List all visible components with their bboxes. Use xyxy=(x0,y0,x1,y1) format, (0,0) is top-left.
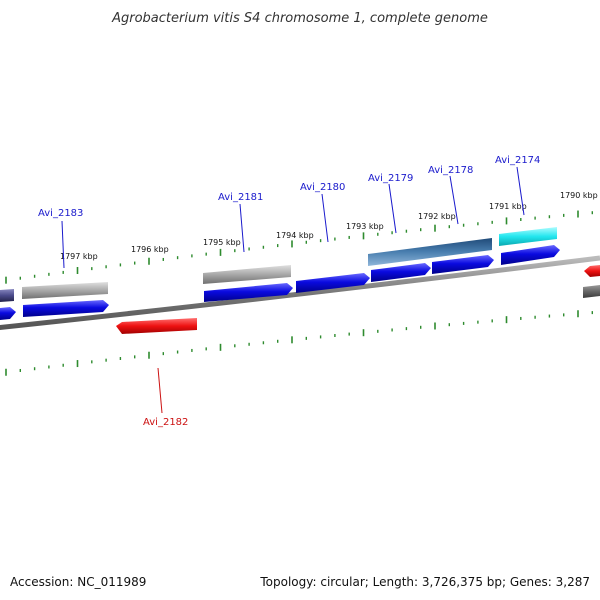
gene-feature[interactable] xyxy=(583,285,600,298)
leader-line xyxy=(388,183,397,234)
chromosome-backbone xyxy=(0,255,600,330)
leader-line xyxy=(516,166,525,216)
scale-labels: 1797 kbp 1796 kbp 1795 kbp 1794 kbp 1793… xyxy=(60,191,598,261)
gene-feature[interactable] xyxy=(0,289,14,302)
scale-label: 1792 kbp xyxy=(418,212,456,221)
gene-feature[interactable] xyxy=(22,282,108,299)
gene-label-avi-2174[interactable]: Avi_2174 xyxy=(495,155,540,166)
leader-line xyxy=(449,175,459,225)
gene-arrow[interactable] xyxy=(371,263,431,282)
leader-line xyxy=(239,203,245,253)
gene-label-avi-2183[interactable]: Avi_2183 xyxy=(38,208,83,219)
gene-arrow[interactable] xyxy=(432,255,494,274)
scale-label: 1796 kbp xyxy=(131,245,169,254)
gene-arrow[interactable] xyxy=(296,273,370,293)
scale-label: 1793 kbp xyxy=(346,222,384,231)
gene-label-avi-2179[interactable]: Avi_2179 xyxy=(368,173,413,184)
gene-label-avi-2178[interactable]: Avi_2178 xyxy=(428,165,473,176)
inner-tick-track xyxy=(5,310,593,376)
reverse-strand-genes xyxy=(116,265,600,334)
scale-label: 1790 kbp xyxy=(560,191,598,200)
gene-arrow[interactable] xyxy=(0,307,16,320)
scale-label: 1791 kbp xyxy=(489,202,527,211)
scale-label: 1794 kbp xyxy=(276,231,314,240)
gene-feature[interactable] xyxy=(203,265,291,284)
genome-summary: Topology: circular; Length: 3,726,375 bp… xyxy=(259,575,590,589)
gene-label-avi-2181[interactable]: Avi_2181 xyxy=(218,192,263,203)
gene-label-avi-2182[interactable]: Avi_2182 xyxy=(143,417,188,428)
leader-line xyxy=(61,220,65,269)
gene-arrow[interactable] xyxy=(204,283,293,302)
forward-strand-genes xyxy=(0,245,560,320)
scale-label: 1795 kbp xyxy=(203,238,241,247)
gene-leader-lines xyxy=(61,166,525,269)
scale-label: 1797 kbp xyxy=(60,252,98,261)
leader-line xyxy=(321,193,329,243)
outer-tick-track xyxy=(5,210,593,284)
gene-arrow[interactable] xyxy=(584,265,600,277)
gene-label-avi-2180[interactable]: Avi_2180 xyxy=(300,182,345,193)
leader-line xyxy=(157,367,163,414)
gene-labels: Avi_2183 Avi_2181 Avi_2180 Avi_2179 Avi_… xyxy=(38,155,540,428)
gene-arrow[interactable] xyxy=(501,245,560,265)
gene-feature[interactable] xyxy=(499,227,557,246)
accession-label: Accession: NC_011989 xyxy=(10,575,146,589)
gene-arrow[interactable] xyxy=(23,300,109,317)
map-title: Agrobacterium vitis S4 chromosome 1, com… xyxy=(111,11,488,26)
outer-gene-row xyxy=(0,227,600,302)
gene-feature[interactable] xyxy=(368,238,492,266)
gene-arrow[interactable] xyxy=(116,318,197,334)
